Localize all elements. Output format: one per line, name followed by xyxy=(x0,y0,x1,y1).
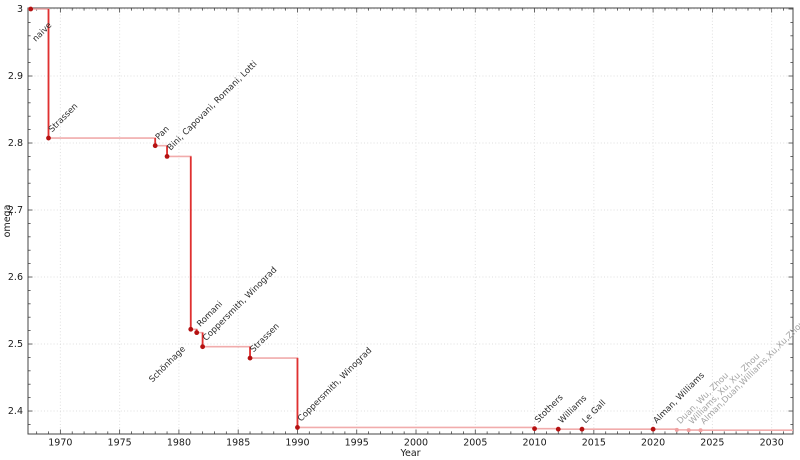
data-point-marker xyxy=(28,6,34,12)
data-point-marker xyxy=(200,344,206,350)
y-tick-label: 2.6 xyxy=(8,272,23,283)
x-tick-label: 1980 xyxy=(167,438,191,449)
x-tick-label: 2015 xyxy=(582,438,606,449)
data-point-marker xyxy=(686,428,691,433)
x-tick-label: 1970 xyxy=(48,438,72,449)
y-tick-label: 2.8 xyxy=(8,138,23,149)
data-point-label: Strassen xyxy=(47,102,80,135)
x-tick-label: 2005 xyxy=(463,438,487,449)
omega-step-line xyxy=(28,8,793,432)
data-point-label: Strassen xyxy=(249,322,282,355)
data-point-marker xyxy=(650,426,656,432)
data-point-marker xyxy=(46,135,51,141)
x-tick-label: 2025 xyxy=(700,438,724,449)
x-tick-label: 2030 xyxy=(760,438,784,449)
data-point-label: Bini, Capovani, Romani, Lotti xyxy=(166,59,260,153)
data-point-marker xyxy=(532,426,537,432)
y-tick-label: 2.5 xyxy=(8,339,23,350)
data-point-marker xyxy=(295,425,300,430)
x-tick-label: 1990 xyxy=(285,438,309,449)
data-point-label: Williams, Xu, Xu, Zhou xyxy=(687,352,762,427)
data-point-label: Schönhage xyxy=(147,344,187,384)
data-point-marker xyxy=(674,427,679,432)
plot-frame xyxy=(27,7,794,435)
x-tick-label: 2020 xyxy=(641,438,665,449)
x-tick-label: 2010 xyxy=(522,438,546,449)
data-point-label: Pan xyxy=(154,124,172,142)
x-tick-label: 1995 xyxy=(345,438,369,449)
data-point-marker xyxy=(698,428,703,433)
data-point-label: naive xyxy=(31,21,54,44)
data-point-label: Alman,Duan,Williams,Xu,Xu,Zhou xyxy=(699,319,800,427)
data-point-marker xyxy=(188,326,194,332)
y-tick-label: 2.9 xyxy=(8,71,23,82)
data-point-marker xyxy=(555,426,561,432)
y-tick-label: 2.4 xyxy=(8,406,23,417)
data-point-marker xyxy=(194,330,200,336)
data-point-marker xyxy=(579,426,585,432)
data-point-label: Coppersmith, Winograd xyxy=(296,346,374,424)
x-axis-title: Year xyxy=(399,448,420,459)
x-tick-label: 2000 xyxy=(404,438,428,449)
x-tick-label: 1975 xyxy=(108,438,132,449)
data-point-marker xyxy=(152,143,158,149)
y-tick-label: 2.7 xyxy=(8,205,23,216)
y-tick-label: 3 xyxy=(17,4,23,15)
x-tick-label: 1985 xyxy=(226,438,250,449)
data-point-marker xyxy=(164,154,170,159)
data-point-marker xyxy=(247,355,253,361)
y-axis-title: omega xyxy=(2,205,13,238)
